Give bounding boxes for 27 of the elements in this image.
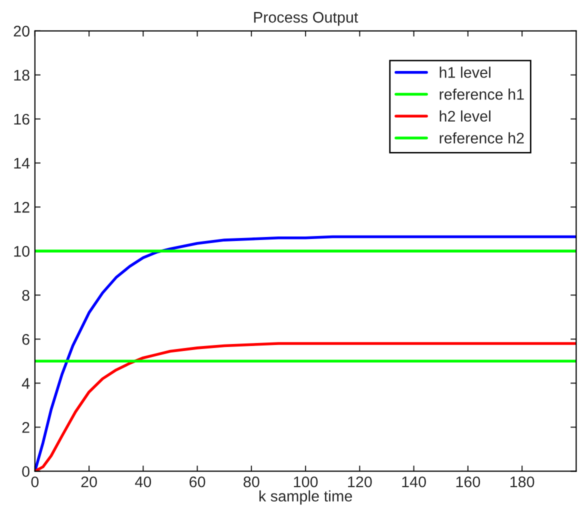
x-tick-label: 140 <box>402 476 426 488</box>
x-tick-label: 180 <box>510 476 534 488</box>
y-tick-label: 4 <box>22 378 30 389</box>
x-tick-label: 80 <box>244 476 260 488</box>
x-tick-label: 60 <box>190 476 206 488</box>
legend-label: reference h1 <box>440 88 524 100</box>
y-tick-label: 10 <box>14 246 30 257</box>
legend-label: reference h2 <box>440 132 524 144</box>
y-tick-label: 2 <box>22 422 30 433</box>
x-tick-label: 120 <box>348 476 372 488</box>
y-tick-label: 0 <box>22 466 30 477</box>
y-tick-label: 14 <box>14 158 30 169</box>
x-axis-title: k sample time <box>259 490 352 505</box>
y-tick-label: 18 <box>14 70 30 81</box>
x-tick-label: 100 <box>294 476 318 488</box>
y-tick-label: 6 <box>22 334 30 345</box>
x-tick-label: 40 <box>135 476 152 488</box>
y-tick-label: 20 <box>14 26 30 37</box>
y-tick-label: 12 <box>14 202 30 213</box>
x-tick-label: 0 <box>31 476 39 488</box>
x-tick-label: 160 <box>456 476 480 488</box>
x-tick-label: 20 <box>81 476 97 488</box>
y-tick-label: 16 <box>14 114 30 125</box>
legend-label: h2 level <box>440 110 490 122</box>
legend-label: h1 level <box>440 66 490 78</box>
y-tick-label: 8 <box>22 290 30 301</box>
chart-title: Process Output <box>254 12 358 26</box>
